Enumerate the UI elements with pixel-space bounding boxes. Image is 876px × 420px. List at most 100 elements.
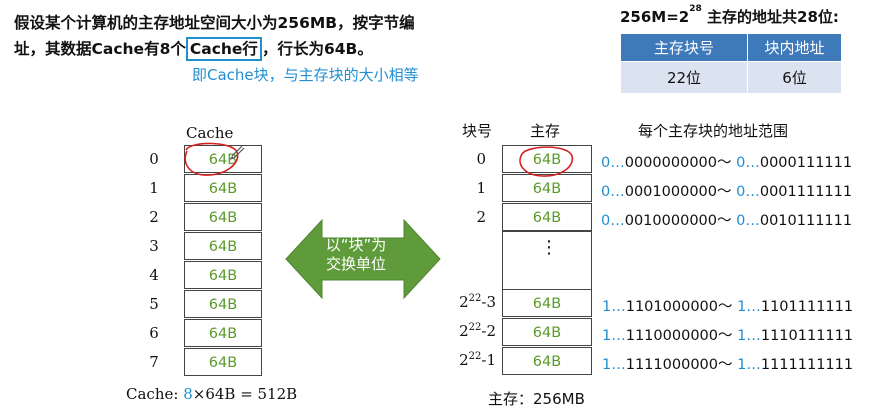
arrow-label-line2: 交换单位 [325, 255, 386, 273]
cache-line: 64B [184, 348, 262, 376]
range-r1-mid: 1111 [625, 357, 663, 373]
cache-title: Cache [186, 124, 234, 142]
memory-block-index: 222-3 [456, 293, 496, 311]
range-r1-suf: 000000～ [662, 328, 738, 344]
main-memory-caption: 主存：256MB [488, 390, 585, 408]
exchange-arrow-icon [285, 218, 441, 300]
range-r1-mid: 1101 [625, 299, 663, 315]
cache-line: 64B [184, 261, 262, 289]
cache-line: 64B [184, 145, 262, 173]
cache-line: 64B [184, 290, 262, 318]
address-formula: 256M=228 主存的地址共28位: [620, 4, 839, 27]
range-r2-pre: 0… [736, 155, 760, 171]
memory-block: 64B [502, 347, 592, 375]
block-offset-bits: 6位 [747, 61, 842, 94]
block-number-header: 块号 [462, 122, 493, 140]
memory-block-index: 0 [476, 150, 486, 168]
cache-size-caption: Cache: 8×64B = 512B [126, 385, 297, 403]
range-r2-pre: 0… [736, 213, 760, 229]
range-r1-mid: 1110 [625, 328, 663, 344]
range-r2-mid: 0000 [759, 155, 797, 171]
memory-block-index: 1 [476, 179, 486, 197]
index-base: 2 [459, 322, 469, 340]
cache-line-index: 2 [149, 208, 159, 226]
arrow-label-line1: 以“块”为 [325, 236, 387, 254]
block-number-bits: 22位 [620, 61, 748, 94]
index-tail: -2 [481, 322, 496, 340]
block-address-range: 0…0000000000～ 0…0000111111 [601, 151, 852, 172]
block-address-range: 1…1110000000～ 1…1110111111 [602, 324, 853, 345]
cache-block-note: 即Cache块，与主存块的大小相等 [192, 66, 419, 84]
memory-block-index: 222-2 [456, 322, 496, 340]
range-r1-suf: 000000～ [661, 155, 737, 171]
range-r1-mid: 0010 [624, 213, 662, 229]
range-r1-pre: 0… [601, 155, 625, 171]
cache-line-index: 5 [149, 295, 159, 313]
cache-line-index: 7 [149, 353, 159, 371]
range-r2-pre: 1… [737, 357, 761, 373]
range-r2-pre: 1… [737, 328, 761, 344]
index-base: 2 [459, 351, 469, 369]
block-address-range: 0…0001000000～ 0…0001111111 [601, 180, 852, 201]
index-tail: -3 [481, 293, 496, 311]
intro-text-after: ，行长为64B。 [261, 40, 373, 58]
cache-line-index: 0 [149, 150, 159, 168]
range-r2-mid: 1101 [760, 299, 798, 315]
cache-line: 64B [184, 174, 262, 202]
range-r2-mid: 1111 [760, 357, 798, 373]
intro-text-before: 假设某个计算机的主存地址空间大小为256MB，按字节编址，其数据Cache有8个 [14, 14, 415, 58]
header-block-number: 主存块号 [620, 33, 748, 62]
range-r2-suf: 111111 [797, 357, 854, 373]
range-r2-mid: 0010 [759, 213, 797, 229]
intro-text: 假设某个计算机的主存地址空间大小为256MB，按字节编址，其数据Cache有8个… [14, 10, 434, 62]
memory-block: 64B [502, 318, 592, 346]
cache-line-index: 1 [149, 179, 159, 197]
cache-line-highlight: Cache行 [185, 37, 262, 61]
range-r1-pre: 1… [602, 357, 626, 373]
range-r1-pre: 0… [601, 213, 625, 229]
range-r2-suf: 111111 [796, 184, 853, 200]
range-r2-pre: 1… [737, 299, 761, 315]
cache-caption-rest: ×64B = 512B [192, 385, 298, 403]
range-r1-suf: 000000～ [661, 213, 737, 229]
formula-prefix: 256M=2 [620, 8, 690, 26]
range-r2-suf: 111111 [796, 213, 853, 229]
index-base: 2 [459, 293, 469, 311]
range-r1-suf: 000000～ [662, 357, 738, 373]
index-tail: -1 [481, 351, 496, 369]
range-r1-suf: 000000～ [661, 184, 737, 200]
range-r1-mid: 0000 [624, 155, 662, 171]
cache-line-index: 6 [149, 324, 159, 342]
range-r1-mid: 0001 [624, 184, 662, 200]
memory-block: 64B [502, 289, 592, 317]
index-exponent: 22 [468, 351, 482, 362]
index-exponent: 22 [468, 293, 482, 304]
formula-suffix: 主存的地址共28位: [701, 8, 839, 26]
cache-line-index: 4 [149, 266, 159, 284]
range-r2-mid: 1110 [760, 328, 798, 344]
range-r1-suf: 000000～ [662, 299, 738, 315]
arrow-label: 以“块”为 交换单位 [296, 236, 416, 274]
block-address-range: 0…0010000000～ 0…0010111111 [601, 209, 852, 230]
block-address-range: 1…1101000000～ 1…1101111111 [602, 295, 853, 316]
cache-line: 64B [184, 203, 262, 231]
range-r2-suf: 111111 [797, 299, 854, 315]
index-exponent: 22 [468, 322, 482, 333]
ellipsis-dots: ⋮ [540, 237, 558, 258]
cache-line-index: 3 [149, 237, 159, 255]
main-memory-header: 主存 [530, 122, 561, 140]
block-address-range: 1…1111000000～ 1…1111111111 [602, 353, 853, 374]
range-r2-pre: 0… [736, 184, 760, 200]
memory-block-index: 2 [476, 208, 486, 226]
address-split-table: 主存块号 块内地址 22位 6位 [620, 33, 842, 94]
memory-block: 64B [502, 174, 592, 202]
range-r1-pre: 1… [602, 328, 626, 344]
memory-block: 64B [502, 145, 592, 173]
cache-line: 64B [184, 319, 262, 347]
range-r2-mid: 0001 [759, 184, 797, 200]
range-r1-pre: 1… [602, 299, 626, 315]
memory-block-index: 222-1 [456, 351, 496, 369]
address-range-header: 每个主存块的地址范围 [638, 122, 789, 140]
memory-block: 64B [502, 203, 592, 231]
cache-caption-prefix: Cache: [126, 385, 179, 403]
